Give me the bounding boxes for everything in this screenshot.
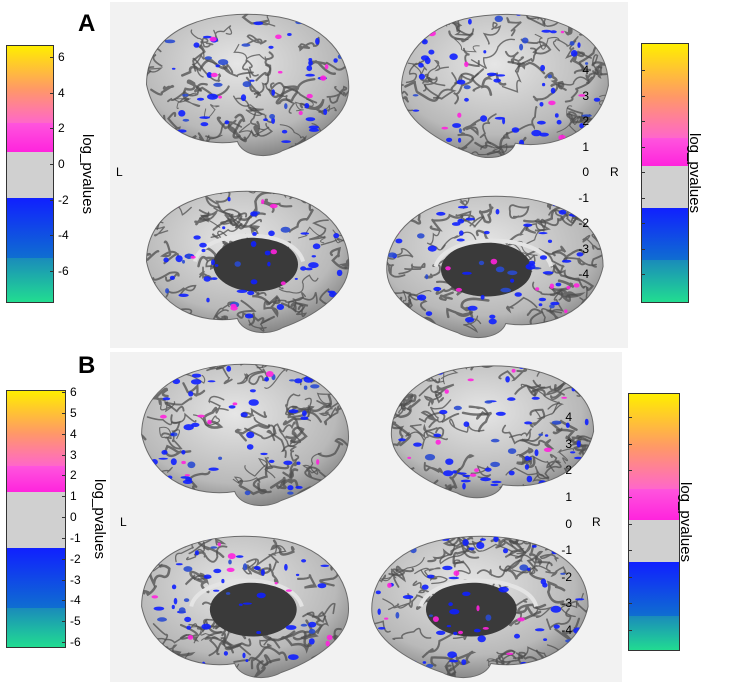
colorbar-tick-label: -2: [561, 571, 572, 583]
colorbar-tick-mark: [62, 496, 66, 497]
colorbar-axis-label: log_pvalues: [91, 479, 108, 559]
colorbar-tick-label: 4: [70, 428, 77, 440]
colorbar-tick-label: 2: [70, 469, 77, 481]
colorbar-tick-mark: [62, 580, 66, 581]
colorbar-tick-label: -2: [58, 194, 69, 206]
colorbar-tick-mark: [50, 235, 54, 236]
colorbar-axis-label: log_pvalues: [686, 133, 703, 213]
colorbar-tick-label: -4: [578, 268, 589, 280]
colorbar-tick-label: 0: [70, 511, 77, 523]
colorbar-tick-mark: [62, 517, 66, 518]
colorbar-tick-mark: [62, 392, 66, 393]
colorbar-tick-mark: [628, 577, 632, 578]
colorbar-tick-mark: [641, 147, 645, 148]
colorbar-tick-label: -3: [70, 574, 81, 586]
colorbar-tick-mark: [62, 538, 66, 539]
panel-a-right-lateral-brain: [395, 8, 615, 160]
colorbar-tick-mark: [628, 470, 632, 471]
colorbar-tick-mark: [62, 621, 66, 622]
colorbar-tick-mark: [62, 600, 66, 601]
panel-b-left-hemisphere-label: L: [120, 515, 127, 529]
panel-a-left-hemisphere-label: L: [116, 165, 123, 179]
colorbar-gradient: [6, 390, 66, 648]
colorbar-tick-label: -3: [561, 597, 572, 609]
colorbar-tick-mark: [50, 164, 54, 165]
panel-a-right-medial-brain: [380, 190, 610, 340]
colorbar-tick-label: -6: [58, 265, 69, 277]
colorbar-tick-mark: [50, 200, 54, 201]
colorbar-tick-label: 3: [582, 90, 589, 102]
colorbar-axis-label: log_pvalues: [79, 134, 96, 214]
colorbar-tick-mark: [62, 434, 66, 435]
colorbar-tick-label: 3: [565, 438, 572, 450]
colorbar-tick-mark: [641, 172, 645, 173]
panel-b-right-lateral-brain: [385, 360, 600, 500]
colorbar-tick-label: -6: [70, 636, 81, 648]
colorbar-tick-label: -4: [58, 229, 69, 241]
colorbar-tick-label: 6: [58, 51, 65, 63]
colorbar-tick-mark: [641, 223, 645, 224]
colorbar-tick-label: 6: [70, 386, 77, 398]
colorbar-tick-mark: [50, 93, 54, 94]
colorbar-gradient: [6, 45, 54, 303]
colorbar-tick-mark: [641, 249, 645, 250]
colorbar-tick-label: 4: [58, 87, 65, 99]
colorbar-tick-mark: [628, 417, 632, 418]
colorbar-tick-mark: [628, 444, 632, 445]
colorbar-tick-label: 2: [58, 122, 65, 134]
colorbar-tick-mark: [641, 70, 645, 71]
panel-b-left-medial-brain: [135, 530, 355, 680]
colorbar-tick-mark: [62, 413, 66, 414]
colorbar-tick-mark: [628, 603, 632, 604]
colorbar-tick-label: 3: [70, 449, 77, 461]
colorbar-tick-label: -1: [70, 532, 81, 544]
colorbar-tick-mark: [628, 630, 632, 631]
panel-a-right-hemisphere-label: R: [610, 165, 619, 179]
colorbar-tick-label: 1: [582, 141, 589, 153]
colorbar-tick-label: 2: [582, 115, 589, 127]
colorbar-tick-label: 1: [70, 490, 77, 502]
colorbar-tick-label: -2: [70, 553, 81, 565]
panel-a-letter: A: [78, 10, 95, 38]
colorbar-tick-mark: [62, 455, 66, 456]
colorbar-tick-label: 2: [565, 464, 572, 476]
colorbar-tick-label: 4: [582, 64, 589, 76]
colorbar-tick-mark: [628, 497, 632, 498]
colorbar-axis-label: log_pvalues: [677, 482, 694, 562]
colorbar-tick-label: 0: [58, 158, 65, 170]
colorbar-tick-label: 0: [582, 166, 589, 178]
colorbar-tick-label: -5: [70, 615, 81, 627]
colorbar-tick-mark: [62, 475, 66, 476]
colorbar-tick-label: -2: [578, 217, 589, 229]
panel-a-left-medial-brain: [140, 185, 355, 335]
panel-b-letter: B: [78, 352, 95, 380]
colorbar-tick-label: 5: [70, 407, 77, 419]
colorbar-tick-mark: [641, 121, 645, 122]
colorbar-tick-mark: [62, 642, 66, 643]
colorbar-tick-mark: [641, 96, 645, 97]
colorbar-tick-mark: [50, 128, 54, 129]
colorbar-tick-label: 0: [565, 518, 572, 530]
colorbar-tick-label: -1: [561, 544, 572, 556]
panel-b-right-hemisphere-label: R: [592, 515, 601, 529]
colorbar-tick-mark: [50, 271, 54, 272]
colorbar-tick-mark: [50, 57, 54, 58]
colorbar-tick-mark: [62, 559, 66, 560]
colorbar-tick-label: -4: [70, 594, 81, 606]
colorbar-tick-mark: [628, 550, 632, 551]
colorbar-tick-mark: [641, 198, 645, 199]
colorbar-tick-label: -3: [578, 243, 589, 255]
colorbar-gradient: [641, 43, 689, 303]
panel-b-left-lateral-brain: [135, 358, 355, 508]
colorbar-gradient: [628, 393, 680, 651]
panel-a-left-lateral-brain: [140, 8, 355, 158]
colorbar-tick-label: 4: [565, 411, 572, 423]
colorbar-tick-label: -4: [561, 624, 572, 636]
colorbar-tick-label: -1: [578, 192, 589, 204]
colorbar-tick-mark: [641, 274, 645, 275]
colorbar-tick-label: 1: [565, 491, 572, 503]
colorbar-tick-mark: [628, 524, 632, 525]
